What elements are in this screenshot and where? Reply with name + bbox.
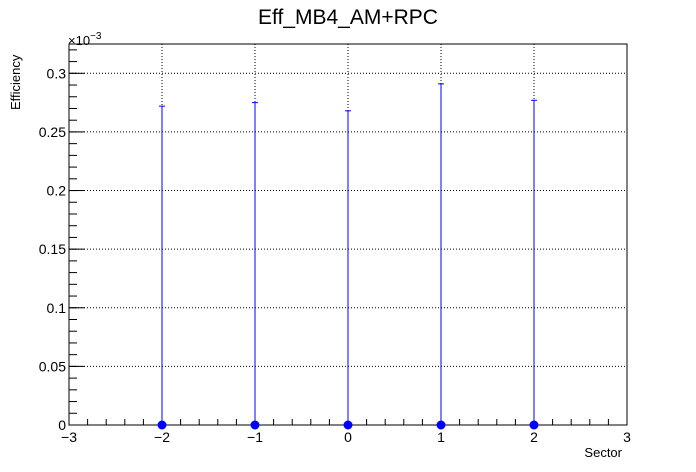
x-tick-label: 3 xyxy=(623,429,631,445)
y-tick-label: 0.25 xyxy=(39,124,66,140)
data-point xyxy=(157,420,167,430)
y-tick-label: 0.2 xyxy=(47,183,67,199)
y-tick-label: 0.1 xyxy=(47,300,67,316)
chart-title: Eff_MB4_AM+RPC xyxy=(258,6,438,29)
y-axis-exponent: ×10−3 xyxy=(68,31,102,48)
x-tick-label: −1 xyxy=(247,429,263,445)
x-tick-label: −3 xyxy=(61,429,77,445)
data-point xyxy=(436,420,446,430)
label-layer: Eff_MB4_AM+RPC Sector Efficiency ×10−3 −… xyxy=(8,6,631,460)
x-tick-label: 1 xyxy=(437,429,445,445)
x-tick-label: 0 xyxy=(344,429,352,445)
data-point xyxy=(343,420,353,430)
y-axis-label: Efficiency xyxy=(8,54,23,110)
exponent-base: ×10 xyxy=(68,33,90,48)
exponent-power: −3 xyxy=(90,31,102,42)
data-layer xyxy=(157,83,539,430)
x-axis-label: Sector xyxy=(584,445,622,460)
data-point xyxy=(529,420,539,430)
y-tick-label: 0.15 xyxy=(39,241,66,257)
data-point xyxy=(250,420,260,430)
y-tick-label: 0.3 xyxy=(47,65,67,81)
x-tick-label: −2 xyxy=(154,429,170,445)
y-tick-label: 0 xyxy=(58,417,66,433)
y-tick-label: 0.05 xyxy=(39,358,66,374)
x-tick-label: 2 xyxy=(530,429,538,445)
